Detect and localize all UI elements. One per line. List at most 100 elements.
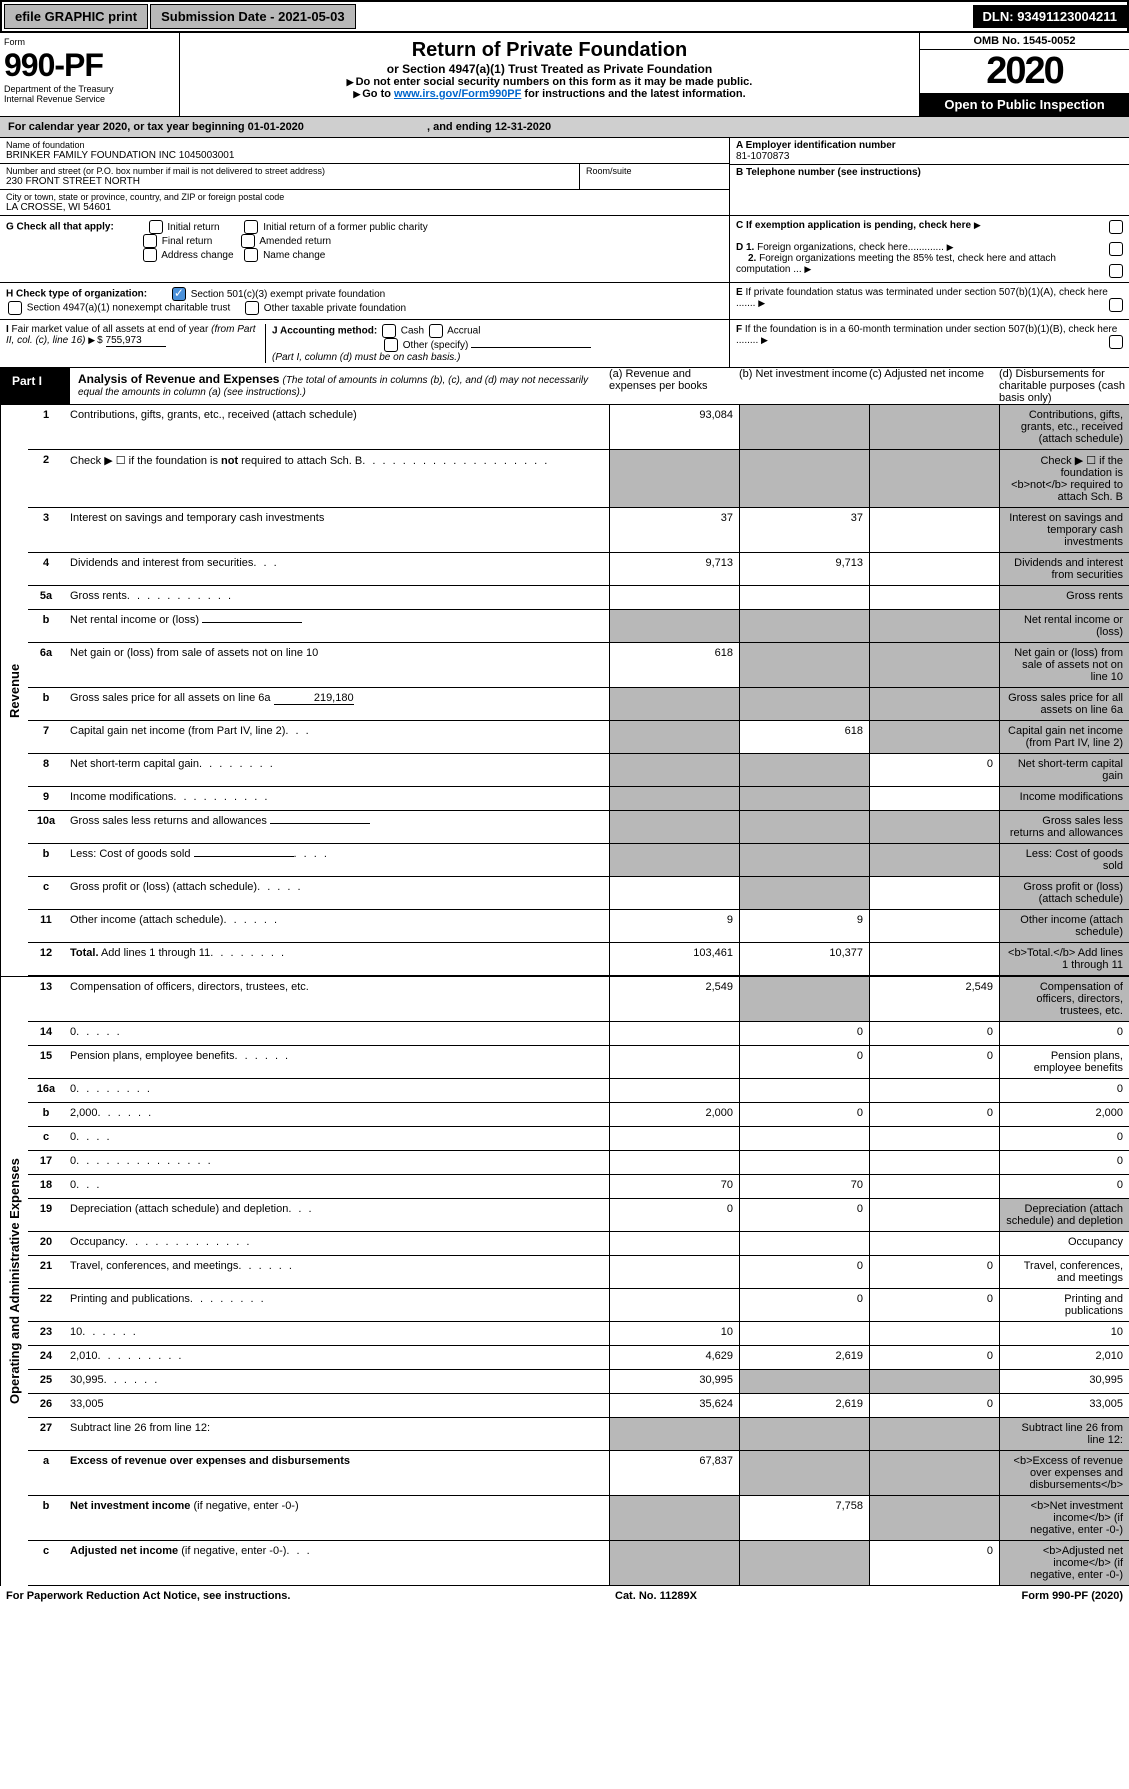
4947-check[interactable] <box>8 301 22 315</box>
f-check[interactable] <box>1109 335 1123 349</box>
revenue-label: Revenue <box>0 405 28 976</box>
tax-year: 2020 <box>920 50 1129 93</box>
form-label: Form <box>4 37 175 47</box>
g-label: G Check all that apply: <box>6 222 114 233</box>
name-change-check[interactable] <box>244 248 258 262</box>
table-row: 22Printing and publications. . . . . . .… <box>28 1289 1129 1322</box>
irs-label: Internal Revenue Service <box>4 94 175 104</box>
room-suite: Room/suite <box>579 164 729 189</box>
table-row: 242,010. . . . . . . . .4,6292,61902,010 <box>28 1346 1129 1370</box>
footer-right: Form 990-PF (2020) <box>1022 1590 1124 1602</box>
table-row: aExcess of revenue over expenses and dis… <box>28 1451 1129 1496</box>
table-row: 21Travel, conferences, and meetings. . .… <box>28 1256 1129 1289</box>
instr-link[interactable]: www.irs.gov/Form990PF <box>394 88 521 100</box>
table-row: 5aGross rents. . . . . . . . . . .Gross … <box>28 586 1129 610</box>
col-c: (c) Adjusted net income <box>869 368 999 404</box>
table-row: 2530,995. . . . . .30,99530,995 <box>28 1370 1129 1394</box>
j-note: (Part I, column (d) must be on cash basi… <box>272 352 460 363</box>
d1-label: Foreign organizations, check here.......… <box>757 242 944 253</box>
c-check[interactable] <box>1109 220 1123 234</box>
instr2b: for instructions and the latest informat… <box>521 88 745 100</box>
dln: DLN: 93491123004211 <box>973 5 1127 28</box>
table-row: 16a0. . . . . . . .0 <box>28 1079 1129 1103</box>
col-b: (b) Net investment income <box>739 368 869 404</box>
form-number: 990-PF <box>4 47 175 84</box>
calendar-year-row: For calendar year 2020, or tax year begi… <box>0 117 1129 138</box>
initial-former-check[interactable] <box>244 220 258 234</box>
table-row: 13Compensation of officers, directors, t… <box>28 977 1129 1022</box>
city-state-zip: LA CROSSE, WI 54601 <box>6 202 723 213</box>
phone-label: B Telephone number (see instructions) <box>736 167 921 178</box>
expenses-label: Operating and Administrative Expenses <box>0 977 28 1586</box>
table-row: bNet investment income (if negative, ent… <box>28 1496 1129 1541</box>
other-method-check[interactable] <box>384 338 398 352</box>
col-a: (a) Revenue and expenses per books <box>609 368 739 404</box>
footer-mid: Cat. No. 11289X <box>615 1590 697 1602</box>
table-row: 8Net short-term capital gain. . . . . . … <box>28 754 1129 787</box>
fmv-value: 755,973 <box>106 335 166 347</box>
d1-check[interactable] <box>1109 242 1123 256</box>
table-row: 19Depreciation (attach schedule) and dep… <box>28 1199 1129 1232</box>
table-row: 2633,00535,6242,619033,005 <box>28 1394 1129 1418</box>
table-row: 9Income modifications. . . . . . . . . .… <box>28 787 1129 811</box>
table-row: 6aNet gain or (loss) from sale of assets… <box>28 643 1129 688</box>
final-return-check[interactable] <box>143 234 157 248</box>
instr1: Do not enter social security numbers on … <box>356 76 753 88</box>
table-row: 11Other income (attach schedule). . . . … <box>28 910 1129 943</box>
table-row: bGross sales price for all assets on lin… <box>28 688 1129 721</box>
street-address: 230 FRONT STREET NORTH <box>6 176 573 187</box>
table-row: 4Dividends and interest from securities.… <box>28 553 1129 586</box>
c-label: C If exemption application is pending, c… <box>736 220 971 231</box>
table-row: 7Capital gain net income (from Part IV, … <box>28 721 1129 754</box>
f-label: If the foundation is in a 60-month termi… <box>736 324 1117 346</box>
form-header: Form 990-PF Department of the Treasury I… <box>0 33 1129 117</box>
cash-check[interactable] <box>382 324 396 338</box>
table-row: 2310. . . . . .1010 <box>28 1322 1129 1346</box>
part1-label: Part I <box>0 368 70 404</box>
omb-number: OMB No. 1545-0052 <box>920 33 1129 50</box>
d2-check[interactable] <box>1109 264 1123 278</box>
table-row: bLess: Cost of goods sold . . . .Less: C… <box>28 844 1129 877</box>
addr-label: Number and street (or P.O. box number if… <box>6 166 573 176</box>
501c3-check[interactable] <box>172 287 186 301</box>
table-row: 20Occupancy. . . . . . . . . . . . .Occu… <box>28 1232 1129 1256</box>
top-bar: efile GRAPHIC print Submission Date - 20… <box>0 0 1129 33</box>
amended-check[interactable] <box>241 234 255 248</box>
open-public: Open to Public Inspection <box>920 93 1129 116</box>
dept-label: Department of the Treasury <box>4 84 175 94</box>
table-row: c0. . . .0 <box>28 1127 1129 1151</box>
table-row: 27Subtract line 26 from line 12:Subtract… <box>28 1418 1129 1451</box>
form-title: Return of Private Foundation <box>186 39 913 62</box>
table-row: 1Contributions, gifts, grants, etc., rec… <box>28 405 1129 450</box>
submission-date: Submission Date - 2021-05-03 <box>150 4 356 29</box>
table-row: cAdjusted net income (if negative, enter… <box>28 1541 1129 1586</box>
city-label: City or town, state or province, country… <box>6 192 723 202</box>
table-row: cGross profit or (loss) (attach schedule… <box>28 877 1129 910</box>
other-taxable-check[interactable] <box>245 301 259 315</box>
table-row: 10aGross sales less returns and allowanc… <box>28 811 1129 844</box>
e-check[interactable] <box>1109 298 1123 312</box>
ein-value: 81-1070873 <box>736 151 789 162</box>
table-row: b2,000. . . . . .2,000002,000 <box>28 1103 1129 1127</box>
instr2a: Go to <box>362 88 394 100</box>
foundation-name: BRINKER FAMILY FOUNDATION INC 1045003001 <box>6 150 723 161</box>
table-row: 140. . . . .000 <box>28 1022 1129 1046</box>
name-label: Name of foundation <box>6 140 723 150</box>
table-row: 2Check ▶ ☐ if the foundation is not requ… <box>28 450 1129 508</box>
table-row: 12Total. Add lines 1 through 11. . . . .… <box>28 943 1129 976</box>
j-label: J Accounting method: <box>272 326 377 337</box>
table-row: 180. . .70700 <box>28 1175 1129 1199</box>
col-d: (d) Disbursements for charitable purpose… <box>999 368 1129 404</box>
part1-title: Analysis of Revenue and Expenses <box>78 372 279 386</box>
e-label: If private foundation status was termina… <box>736 287 1108 309</box>
table-row: bNet rental income or (loss) Net rental … <box>28 610 1129 643</box>
table-row: 3Interest on savings and temporary cash … <box>28 508 1129 553</box>
accrual-check[interactable] <box>429 324 443 338</box>
efile-btn[interactable]: efile GRAPHIC print <box>4 4 148 29</box>
form-subtitle: or Section 4947(a)(1) Trust Treated as P… <box>186 62 913 76</box>
initial-return-check[interactable] <box>149 220 163 234</box>
table-row: 170. . . . . . . . . . . . . .0 <box>28 1151 1129 1175</box>
table-row: 15Pension plans, employee benefits. . . … <box>28 1046 1129 1079</box>
address-change-check[interactable] <box>143 248 157 262</box>
h-label: H Check type of organization: <box>6 289 147 300</box>
